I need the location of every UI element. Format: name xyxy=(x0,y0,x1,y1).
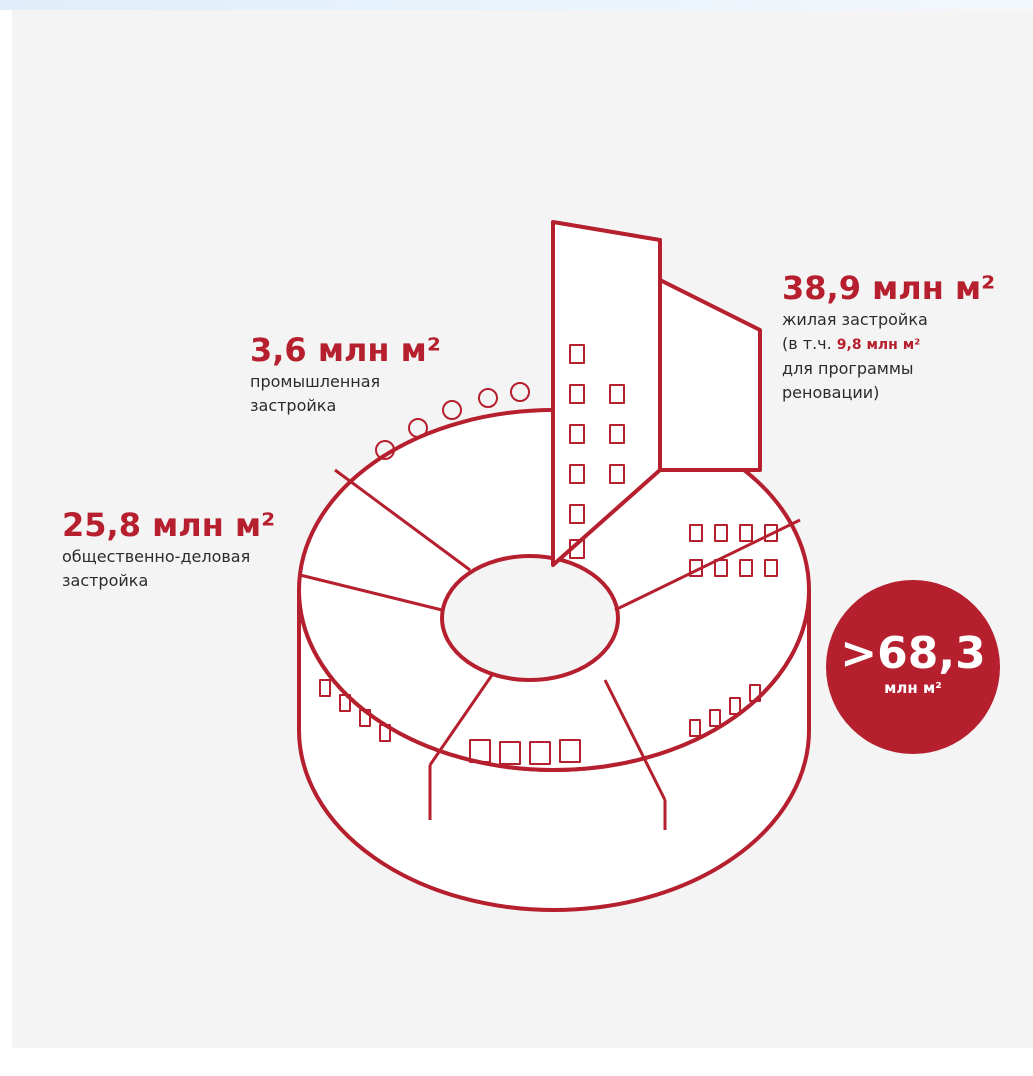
business-value: 25,8 млн м² xyxy=(62,506,276,544)
industrial-desc: застройка xyxy=(250,396,337,415)
business-desc: общественно-деловая xyxy=(62,547,251,566)
total-value: >68,3 xyxy=(840,628,986,679)
residential-desc: для программы xyxy=(782,359,914,378)
residential-desc: реновации) xyxy=(782,383,880,402)
residential-label: 38,9 млн м² жилая застройка (в т.ч. 9,8 … xyxy=(782,268,995,405)
residential-value: 38,9 млн м² xyxy=(782,269,996,307)
segment-lines xyxy=(299,468,801,830)
tower-side xyxy=(658,238,762,472)
renovation-value: 9,8 млн м² xyxy=(836,337,921,353)
total-unit: млн м² xyxy=(884,679,942,697)
total-badge: >68,3 млн м² xyxy=(826,580,1000,754)
ring-inner xyxy=(440,554,620,682)
top-strip xyxy=(0,0,1033,10)
residential-desc: жилая застройка xyxy=(782,310,928,329)
business-label: 25,8 млн м² общественно-деловая застройк… xyxy=(62,505,275,593)
residential-desc: (в т.ч. xyxy=(782,334,832,353)
business-desc: застройка xyxy=(62,571,149,590)
residential-desc: (в т.ч. 9,8 млн м² xyxy=(782,332,995,357)
industrial-label: 3,6 млн м² промышленная застройка xyxy=(250,330,441,418)
industrial-value: 3,6 млн м² xyxy=(250,331,441,369)
windows xyxy=(319,344,778,765)
industrial-desc: промышленная xyxy=(250,372,381,391)
